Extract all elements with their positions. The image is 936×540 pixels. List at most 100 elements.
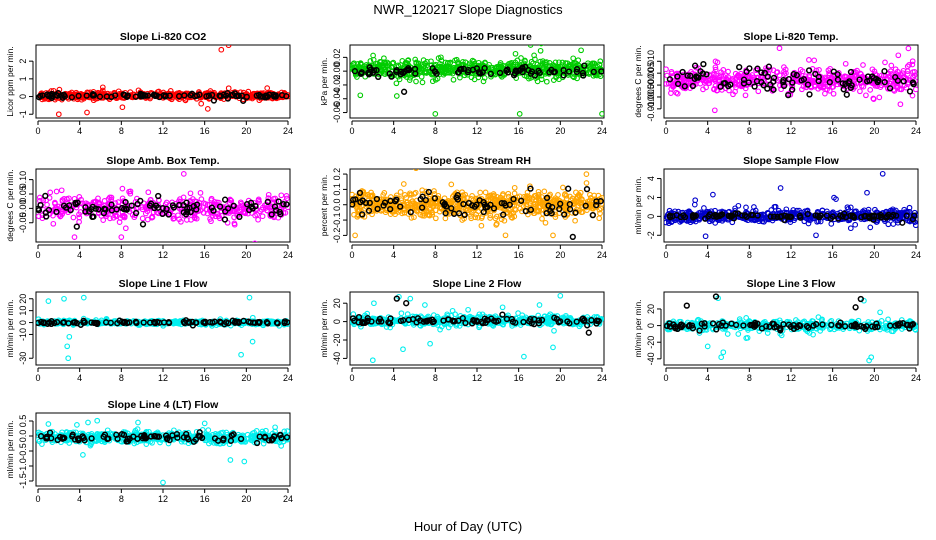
data-point <box>537 47 544 54</box>
data-point <box>68 94 76 101</box>
data-point <box>565 68 573 75</box>
data-point <box>108 93 115 101</box>
data-point <box>748 211 755 219</box>
data-point <box>372 60 379 67</box>
plot-frame <box>349 44 605 119</box>
x-tick-label: 12 <box>158 373 168 383</box>
data-point <box>773 69 780 76</box>
data-point <box>454 203 461 209</box>
data-point <box>590 205 596 212</box>
data-point <box>695 74 702 81</box>
data-point <box>720 73 727 80</box>
data-point <box>406 77 413 83</box>
data-point <box>780 76 787 84</box>
data-point <box>857 80 864 87</box>
data-point <box>92 205 99 212</box>
data-point <box>243 200 251 208</box>
x-tick-label: 0 <box>663 126 668 136</box>
data-point <box>906 88 914 95</box>
data-point <box>549 320 555 327</box>
data-point <box>413 59 420 66</box>
data-point <box>367 192 374 199</box>
data-point <box>597 58 604 65</box>
panel-title: Slope Li-820 CO2 <box>120 31 207 43</box>
data-point <box>555 192 561 198</box>
x-tick-label: 24 <box>597 373 607 383</box>
y-tick-label: 0.00 <box>18 200 28 218</box>
data-point <box>216 203 224 210</box>
data-point <box>910 80 917 88</box>
data-point <box>73 319 80 327</box>
data-point <box>674 80 682 88</box>
data-point <box>381 59 387 66</box>
data-point <box>812 70 819 78</box>
data-point <box>806 91 813 98</box>
data-point <box>59 208 66 215</box>
data-point <box>155 192 162 200</box>
data-point <box>867 87 874 93</box>
x-axis: 0 4 8 12 16 20 24 <box>663 120 921 136</box>
data-point <box>176 201 183 209</box>
data-point <box>400 181 407 187</box>
x-tick-label: 8 <box>433 126 438 136</box>
data-point <box>702 233 709 240</box>
data-point <box>431 68 439 75</box>
data-point <box>432 76 439 83</box>
data-point <box>689 82 697 90</box>
data-point <box>249 338 256 345</box>
data-point <box>764 209 771 216</box>
x-tick-label: 8 <box>119 250 124 260</box>
data-point <box>389 60 396 67</box>
series-selected <box>350 185 604 241</box>
data-point <box>108 201 115 208</box>
data-point <box>691 62 699 69</box>
data-point <box>736 63 743 71</box>
data-point <box>701 215 709 222</box>
data-point <box>163 205 170 213</box>
data-point <box>519 68 526 76</box>
data-point <box>839 80 846 87</box>
data-point <box>468 213 474 219</box>
data-point <box>423 70 430 76</box>
data-point <box>892 74 899 81</box>
data-point <box>826 72 833 79</box>
data-point <box>752 207 759 214</box>
data-point <box>522 207 529 215</box>
data-point <box>425 188 432 196</box>
data-point <box>551 198 558 204</box>
y-tick-label: 0.0 <box>332 198 342 211</box>
y-tick-label: 0.05 <box>18 185 28 203</box>
x-tick-label: 16 <box>514 250 524 260</box>
data-point <box>874 78 881 86</box>
data-point <box>473 205 479 211</box>
data-point <box>783 206 790 213</box>
data-point <box>706 71 712 78</box>
data-point <box>703 77 709 84</box>
x-tick-label: 12 <box>472 373 482 383</box>
data-point <box>683 217 690 224</box>
data-point <box>126 188 132 195</box>
x-tick-label: 4 <box>77 126 82 136</box>
data-point <box>570 55 577 62</box>
data-point <box>725 212 732 220</box>
data-point <box>374 205 381 213</box>
data-point <box>673 89 680 96</box>
data-point <box>139 221 147 228</box>
data-point <box>36 194 43 201</box>
data-point <box>252 240 258 242</box>
x-tick-label: 16 <box>514 373 524 383</box>
data-point <box>193 198 200 205</box>
data-point <box>850 69 857 75</box>
y-tick-label: -0.04 <box>332 88 342 109</box>
series-selected <box>351 62 604 95</box>
x-tick-label: 4 <box>391 126 396 136</box>
data-point <box>469 57 476 64</box>
data-point <box>419 193 426 200</box>
y-tick-label: -0.005 <box>646 84 656 110</box>
data-point <box>238 351 244 358</box>
data-point <box>357 92 364 99</box>
data-point <box>45 92 52 100</box>
